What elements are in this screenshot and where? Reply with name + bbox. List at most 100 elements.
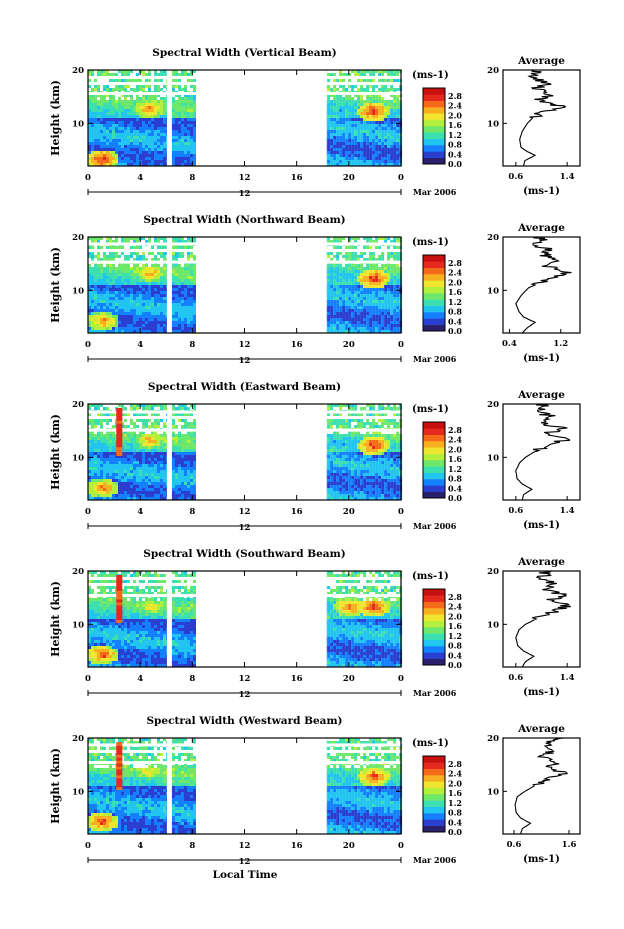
colorbar-swatch [423,658,445,666]
colorbar-tick-label: 0.8 [448,140,462,150]
average-x-label: (ms-1) [523,520,560,531]
average-x-tick-label: 1.4 [560,506,575,516]
x-tick-label: 0 [398,340,404,350]
date-label: 12 [239,690,251,700]
x-tick-label: 20 [343,507,355,517]
colorbar-tick-label: 0.4 [448,817,462,827]
date-label: 12 [239,523,251,533]
x-tick-label: 4 [137,340,143,350]
y-tick-label: 20 [72,734,84,744]
x-tick-label: 20 [343,340,355,350]
date-month-label: Mar 2006 [413,688,457,698]
colorbar-tick-label: 1.2 [448,798,462,808]
average-x-label: (ms-1) [523,186,560,197]
colorbar-swatch [423,491,445,499]
colorbar-tick-label: 0.8 [448,641,462,651]
colorbar-swatch [423,255,445,262]
date-label: 12 [239,356,251,366]
average-x-tick-label: 1.2 [553,339,568,349]
average-profile-line [514,737,568,835]
x-tick-label: 8 [189,841,195,851]
average-profile-line [515,570,571,668]
x-tick-label: 12 [239,340,251,350]
heatmap-image [88,404,403,500]
y-tick-label: 20 [72,567,84,577]
average-frame [502,403,581,501]
colorbar-swatch [423,422,445,429]
average-x-tick-label: 1.4 [560,172,575,182]
x-tick-label: 4 [137,507,143,517]
x-tick-label: 20 [343,674,355,684]
colorbar-swatch [423,614,445,621]
colorbar-swatch [423,479,445,486]
average-x-label: (ms-1) [523,353,560,364]
colorbar-unit: (ms-1) [412,738,449,749]
average-frame [502,236,581,334]
colorbar-swatch [423,485,445,492]
x-tick-label: 8 [189,340,195,350]
colorbar-swatch [423,768,445,776]
colorbar-swatch [423,608,445,615]
colorbar-swatch [423,119,445,127]
heatmap-image [88,70,403,166]
x-tick-label: 8 [189,173,195,183]
date-month-label: Mar 2006 [413,521,457,531]
colorbar-tick-label: 2.8 [448,258,462,268]
colorbar-unit: (ms-1) [412,70,449,81]
colorbar-swatch [423,305,445,313]
average-title: Average [517,389,565,401]
colorbar-unit: (ms-1) [412,237,449,248]
date-month-label: Mar 2006 [413,187,457,197]
colorbar-tick-label: 2.0 [448,110,462,120]
colorbar-tick-label: 1.6 [448,120,462,130]
x-tick-label: 4 [137,674,143,684]
average-y-tick-label: 10 [487,119,499,129]
average-y-tick-label: 10 [487,286,499,296]
colorbar-tick-label: 0.4 [448,316,462,326]
panel-title: Spectral Width (Southward Beam) [143,548,345,560]
colorbar-swatch [423,639,445,647]
colorbar-tick-label: 2.4 [448,101,462,111]
colorbar-tick-label: 0.0 [448,493,462,503]
heatmap-image [88,571,403,667]
average-x-tick-label: 0.6 [508,673,523,683]
colorbar-swatch [423,762,445,769]
heatmap-image [88,237,403,333]
colorbar-swatch [423,646,445,653]
colorbar-swatch [423,434,445,442]
colorbar-tick-label: 1.6 [448,287,462,297]
colorbar-tick-label: 1.2 [448,297,462,307]
colorbar-swatch [423,800,445,807]
colorbar-swatch [423,261,445,268]
x-tick-label: 12 [239,507,251,517]
colorbar-swatch [423,312,445,319]
colorbar-swatch [423,428,445,435]
x-tick-label: 0 [85,674,91,684]
average-title: Average [517,55,565,67]
y-tick-label: 10 [72,620,84,630]
y-tick-label: 10 [72,453,84,463]
colorbar-swatch [423,324,445,332]
colorbar-swatch [423,825,445,833]
x-tick-label: 0 [85,173,91,183]
colorbar-swatch [423,633,445,640]
colorbar-tick-label: 2.8 [448,91,462,101]
average-x-tick-label: 0.6 [508,172,523,182]
average-y-tick-label: 10 [487,620,499,630]
colorbar-tick-label: 2.4 [448,435,462,445]
x-tick-label: 16 [291,340,303,350]
average-y-tick-label: 20 [487,66,499,76]
colorbar-tick-label: 1.2 [448,130,462,140]
x-tick-label: 4 [137,173,143,183]
colorbar-tick-label: 0.0 [448,827,462,837]
average-x-label: (ms-1) [523,854,560,865]
colorbar-swatch [423,132,445,139]
average-profile-line [515,403,571,501]
colorbar-swatch [423,145,445,152]
colorbar-swatch [423,94,445,101]
average-x-tick-label: 1.4 [560,673,575,683]
colorbar-unit: (ms-1) [412,571,449,582]
colorbar-swatch [423,293,445,300]
colorbar-swatch [423,806,445,814]
colorbar-swatch [423,126,445,133]
